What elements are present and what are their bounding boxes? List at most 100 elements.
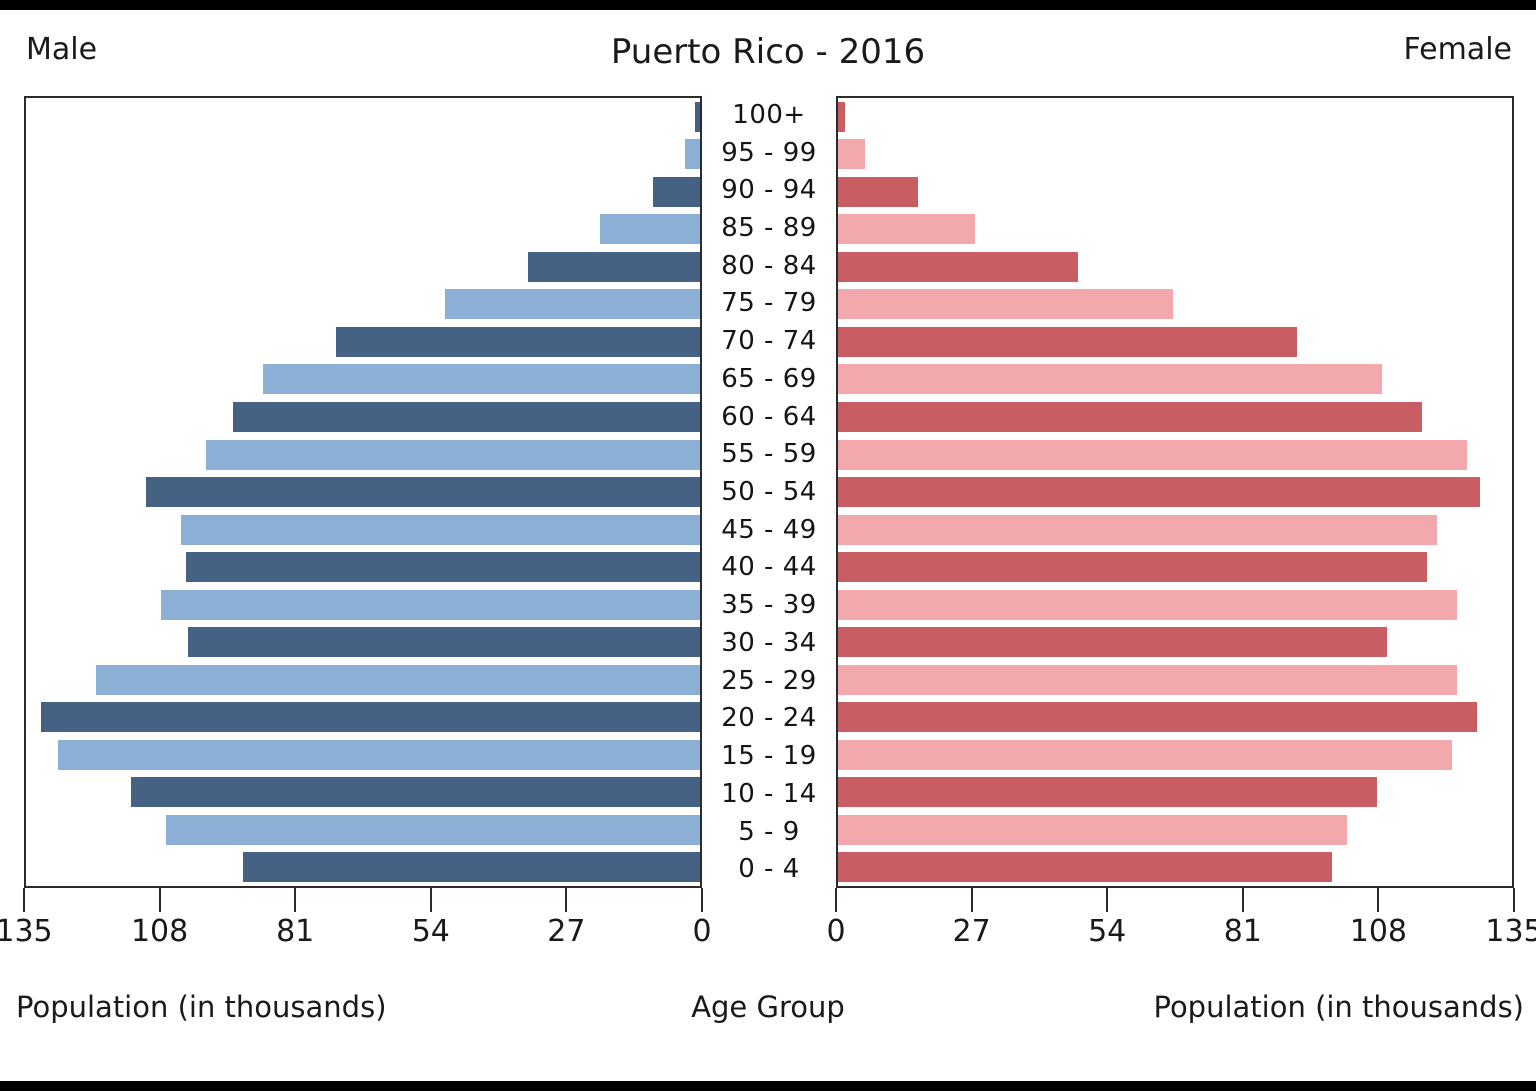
age-group-axis: 100+ 95 - 99 90 - 94 85 - 89 80 - 84 75 - 79 7… <box>702 96 836 888</box>
male-bar <box>263 364 700 395</box>
male-axis-tick-label: 54 <box>411 914 450 949</box>
male-bar-row <box>26 248 700 286</box>
male-axis-tick <box>429 888 432 912</box>
male-bar-row <box>26 361 700 399</box>
age-axis-caption: Age Group <box>691 990 845 1024</box>
age-group-label: 0 - 4 <box>738 854 800 885</box>
male-axis-tick <box>565 888 568 912</box>
female-bar <box>838 251 1078 282</box>
male-bar <box>188 627 700 658</box>
female-bar <box>838 289 1173 320</box>
female-axis-tick-label: 135 <box>1485 914 1536 949</box>
female-bar <box>838 702 1478 733</box>
female-bar <box>838 477 1480 508</box>
male-bar <box>527 251 700 282</box>
female-bar-row <box>838 173 1512 211</box>
female-bar-row <box>838 548 1512 586</box>
female-bar-row <box>838 774 1512 812</box>
female-axis-tick-label: 27 <box>952 914 991 949</box>
female-bar <box>838 589 1458 620</box>
male-bar <box>600 214 700 245</box>
male-bar <box>695 101 700 132</box>
male-bar-row <box>26 98 700 136</box>
male-bars-panel <box>24 96 702 888</box>
female-bar-row <box>838 849 1512 886</box>
female-bar-row <box>838 248 1512 286</box>
female-bar <box>838 326 1298 357</box>
age-group-label: 45 - 49 <box>721 514 817 545</box>
male-bar-row <box>26 323 700 361</box>
female-bar <box>838 814 1348 845</box>
female-panel-label: Female <box>1403 32 1512 67</box>
age-group-label: 15 - 19 <box>721 741 817 772</box>
female-bar-row <box>838 211 1512 249</box>
female-bar-row <box>838 361 1512 399</box>
male-axis-tick-label: 27 <box>547 914 586 949</box>
male-bar <box>165 814 700 845</box>
age-group-label: 50 - 54 <box>721 477 817 508</box>
male-bar <box>685 139 700 170</box>
female-bar-row <box>838 699 1512 737</box>
female-bar-row <box>838 586 1512 624</box>
male-bar-row <box>26 736 700 774</box>
male-bar-row <box>26 661 700 699</box>
male-bar <box>40 702 700 733</box>
female-axis-tick <box>1513 888 1515 912</box>
female-axis-tick-label: 108 <box>1349 914 1408 949</box>
female-bar <box>838 101 846 132</box>
female-bar <box>838 139 866 170</box>
male-bar-row <box>26 548 700 586</box>
male-bar <box>95 664 700 695</box>
female-bar <box>838 627 1388 658</box>
female-axis-tick-label: 0 <box>826 914 846 949</box>
female-bar <box>838 439 1468 470</box>
male-axis-tick <box>23 888 25 912</box>
female-bar <box>838 552 1428 583</box>
age-group-label: 35 - 39 <box>721 590 817 621</box>
female-bar-row <box>838 736 1512 774</box>
male-bar <box>180 514 700 545</box>
age-group-label: 65 - 69 <box>721 363 817 394</box>
male-bar <box>205 439 700 470</box>
male-bar-row <box>26 398 700 436</box>
female-bar <box>838 739 1453 770</box>
female-bar <box>838 514 1438 545</box>
male-bar <box>160 589 700 620</box>
age-group-label: 5 - 9 <box>738 816 800 847</box>
female-bar <box>838 402 1423 433</box>
female-bar-row <box>838 98 1512 136</box>
male-panel-label: Male <box>26 32 98 67</box>
male-bar-row <box>26 586 700 624</box>
male-bar-row <box>26 473 700 511</box>
age-group-label: 75 - 79 <box>721 288 817 319</box>
age-group-label: 70 - 74 <box>721 326 817 357</box>
male-bar <box>233 402 700 433</box>
female-bar-rows <box>838 98 1512 886</box>
age-group-label: 30 - 34 <box>721 627 817 658</box>
female-axis-tick <box>1377 888 1380 912</box>
male-bar <box>335 326 700 357</box>
male-bar-row <box>26 173 700 211</box>
male-bar <box>185 552 700 583</box>
male-bar <box>243 852 700 883</box>
female-bar-row <box>838 661 1512 699</box>
female-axis-tick <box>1106 888 1109 912</box>
female-bar-row <box>838 473 1512 511</box>
female-bar-row <box>838 811 1512 849</box>
male-bar-row <box>26 286 700 324</box>
population-pyramid-figure: Male Puerto Rico - 2016 Female 100+ 95 - … <box>0 10 1536 1081</box>
female-bar <box>838 176 918 207</box>
age-group-label: 95 - 99 <box>721 137 817 168</box>
male-bar-row <box>26 211 700 249</box>
age-group-label: 60 - 64 <box>721 401 817 432</box>
female-axis-tick-label: 54 <box>1088 914 1127 949</box>
female-bar <box>838 214 976 245</box>
page-title: Puerto Rico - 2016 <box>610 32 926 72</box>
male-x-axis: 135 108 81 54 27 0 <box>0 888 712 949</box>
male-bar <box>145 477 700 508</box>
male-bar-rows <box>26 98 700 886</box>
male-axis-tick <box>294 888 297 912</box>
male-axis-tick-label: 0 <box>692 914 712 949</box>
female-axis-tick <box>835 888 837 912</box>
male-bar-row <box>26 436 700 474</box>
